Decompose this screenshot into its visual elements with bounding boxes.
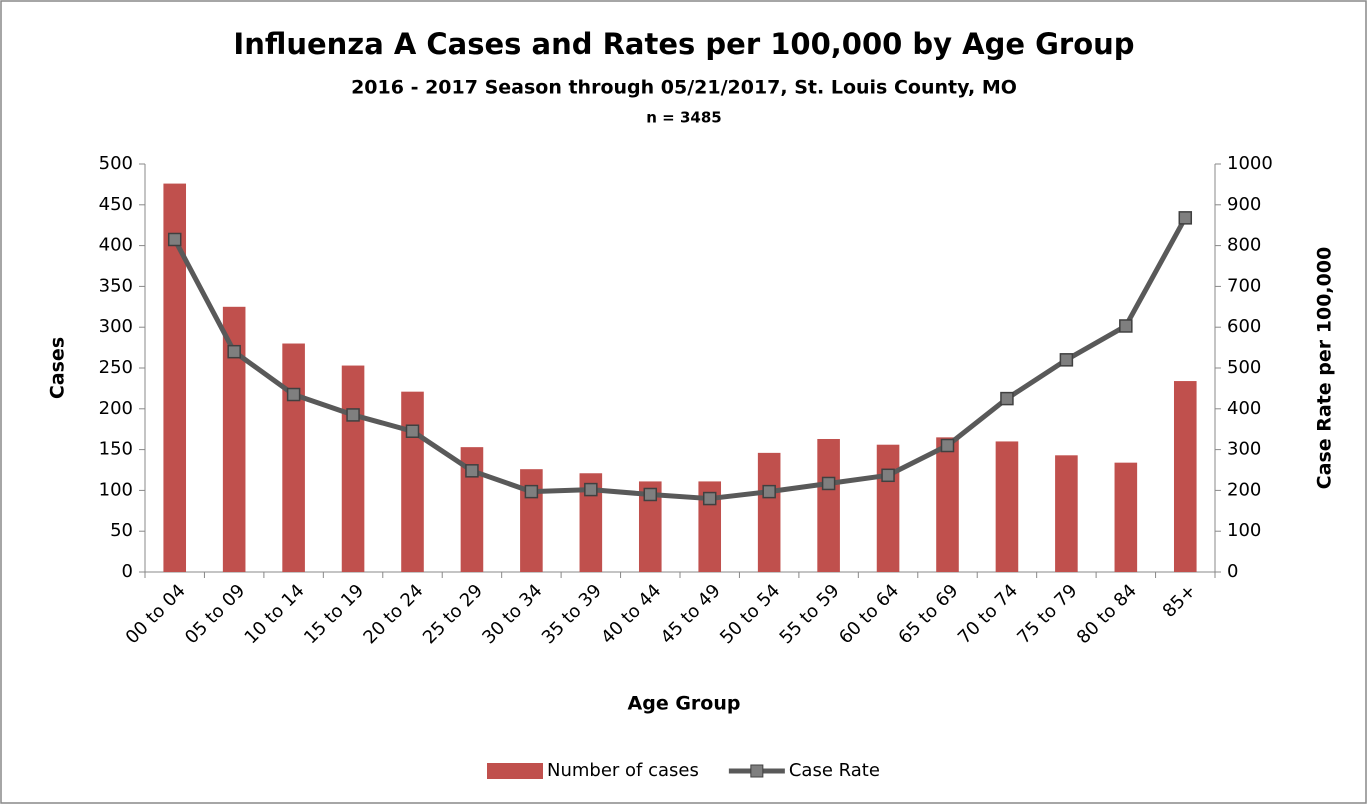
y-tick-label: 200 xyxy=(99,398,133,419)
x-axis-label: Age Group xyxy=(628,693,741,715)
bar xyxy=(282,343,305,572)
y-tick-label: 400 xyxy=(99,235,133,256)
marker xyxy=(1000,391,1014,406)
bar xyxy=(876,444,900,572)
y2-tick-label: 200 xyxy=(1227,479,1261,500)
marker xyxy=(1059,353,1074,367)
marker xyxy=(465,464,479,478)
bar xyxy=(222,306,246,572)
y-tick-label: 350 xyxy=(99,275,133,296)
marker xyxy=(1178,211,1193,225)
bar xyxy=(638,481,662,572)
y-tick-label: 500 xyxy=(99,153,133,174)
y2-tick-label: 100 xyxy=(1227,520,1261,541)
bar xyxy=(401,391,424,572)
bar xyxy=(579,473,603,572)
line xyxy=(172,216,1188,502)
marker xyxy=(584,482,598,497)
y2-tick-label: 500 xyxy=(1227,357,1261,378)
bar xyxy=(1055,455,1078,572)
marker xyxy=(762,484,776,499)
marker xyxy=(346,408,360,422)
chart-subtitle: 2016 - 2017 Season through 05/21/2017, S… xyxy=(351,77,1017,99)
y-tick-label: 100 xyxy=(99,479,133,500)
y-tick-label: 450 xyxy=(99,194,133,215)
bar xyxy=(995,441,1019,572)
bar xyxy=(936,437,959,572)
marker xyxy=(821,476,836,491)
marker xyxy=(1119,319,1133,333)
bar xyxy=(817,438,840,572)
y2-tick-label: 0 xyxy=(1227,561,1238,582)
y2-tick-label: 1000 xyxy=(1227,153,1273,174)
marker xyxy=(167,232,182,247)
marker xyxy=(405,424,420,438)
marker xyxy=(524,484,539,499)
marker xyxy=(643,487,658,502)
y2-tick-label: 300 xyxy=(1227,439,1261,460)
legend-label: Number of cases xyxy=(547,760,699,781)
y-tick-label: 50 xyxy=(110,520,133,541)
y-tick-label: 150 xyxy=(99,439,133,460)
marker xyxy=(227,344,241,359)
bar xyxy=(1173,381,1197,572)
y2-tick-label: 700 xyxy=(1227,275,1261,296)
bar xyxy=(520,469,543,572)
y2-tick-label: 600 xyxy=(1227,316,1261,337)
bar xyxy=(163,183,187,573)
y2-tick-label: 400 xyxy=(1227,398,1261,419)
y-axis-label: Cases xyxy=(47,337,69,399)
bar xyxy=(341,365,365,572)
legend-swatch xyxy=(487,763,543,779)
y2-tick-label: 800 xyxy=(1227,235,1261,256)
y-tick-label: 0 xyxy=(122,561,133,582)
bar xyxy=(460,447,484,572)
chart-note: n = 3485 xyxy=(646,109,721,127)
y-tick-label: 300 xyxy=(99,316,133,337)
y-tick-label: 250 xyxy=(99,357,133,378)
bar xyxy=(757,452,781,572)
chart-title: Influenza A Cases and Rates per 100,000 … xyxy=(233,27,1134,61)
y2-axis-label: Case Rate per 100,000 xyxy=(1314,247,1336,490)
marker xyxy=(286,387,301,402)
legend-marker xyxy=(750,764,764,778)
legend-label: Case Rate xyxy=(789,760,880,781)
y2-tick-label: 900 xyxy=(1227,194,1261,215)
bar xyxy=(1114,462,1138,572)
marker xyxy=(940,438,955,453)
marker xyxy=(702,491,717,506)
marker xyxy=(881,468,895,483)
